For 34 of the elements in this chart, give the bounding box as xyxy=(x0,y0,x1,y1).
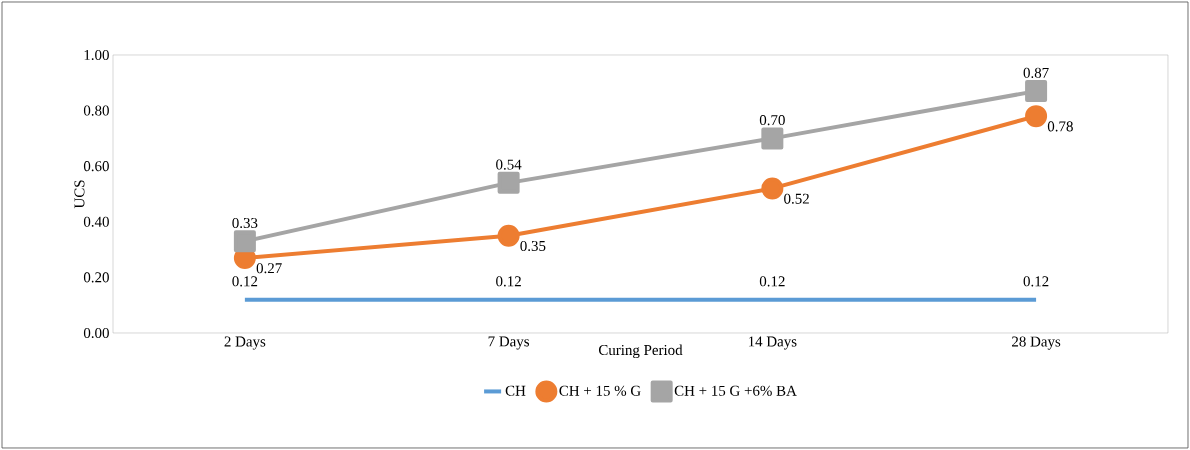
y-axis-title: UCS xyxy=(74,180,85,209)
data-label: 0.78 xyxy=(1047,121,1073,132)
y-tick-label: 1.00 xyxy=(84,49,109,61)
point xyxy=(1025,80,1048,103)
y-tick-label: 0.80 xyxy=(83,105,109,116)
point xyxy=(233,230,256,253)
x-tick-label: 7 Days xyxy=(488,336,530,350)
point xyxy=(497,224,520,247)
y-tick-label: 0.60 xyxy=(83,161,109,172)
data-label: 0.12 xyxy=(232,276,258,287)
y-tick-label: 0.40 xyxy=(83,216,109,227)
data-label: 0.33 xyxy=(232,217,258,229)
x-tick-label: 14 Days xyxy=(748,336,797,350)
point xyxy=(1025,105,1048,128)
data-label: 0.12 xyxy=(759,276,785,287)
legend-label: CH + 15 % G xyxy=(559,385,641,396)
data-label: 0.35 xyxy=(520,240,546,252)
point xyxy=(761,127,784,150)
y-tick-label: 0.20 xyxy=(83,272,109,283)
x-tick-label: 28 Days xyxy=(1012,336,1061,350)
point xyxy=(497,171,520,194)
data-label: 0.27 xyxy=(256,263,282,274)
data-label: 0.54 xyxy=(496,159,522,170)
data-label: 0.52 xyxy=(784,193,809,204)
point xyxy=(761,177,784,200)
data-label: 0.12 xyxy=(496,276,521,287)
y-tick-label: 0.00 xyxy=(83,327,109,339)
data-label: 0.12 xyxy=(1023,276,1049,287)
data-label: 0.87 xyxy=(1023,67,1049,78)
legend-label: CH xyxy=(505,385,526,396)
legend-label: CH + 15 G +6% BA xyxy=(674,385,797,396)
x-axis-title: Curing Period xyxy=(598,344,683,359)
data-label: 0.70 xyxy=(759,115,785,126)
x-tick-label: 2 Days xyxy=(224,336,266,350)
